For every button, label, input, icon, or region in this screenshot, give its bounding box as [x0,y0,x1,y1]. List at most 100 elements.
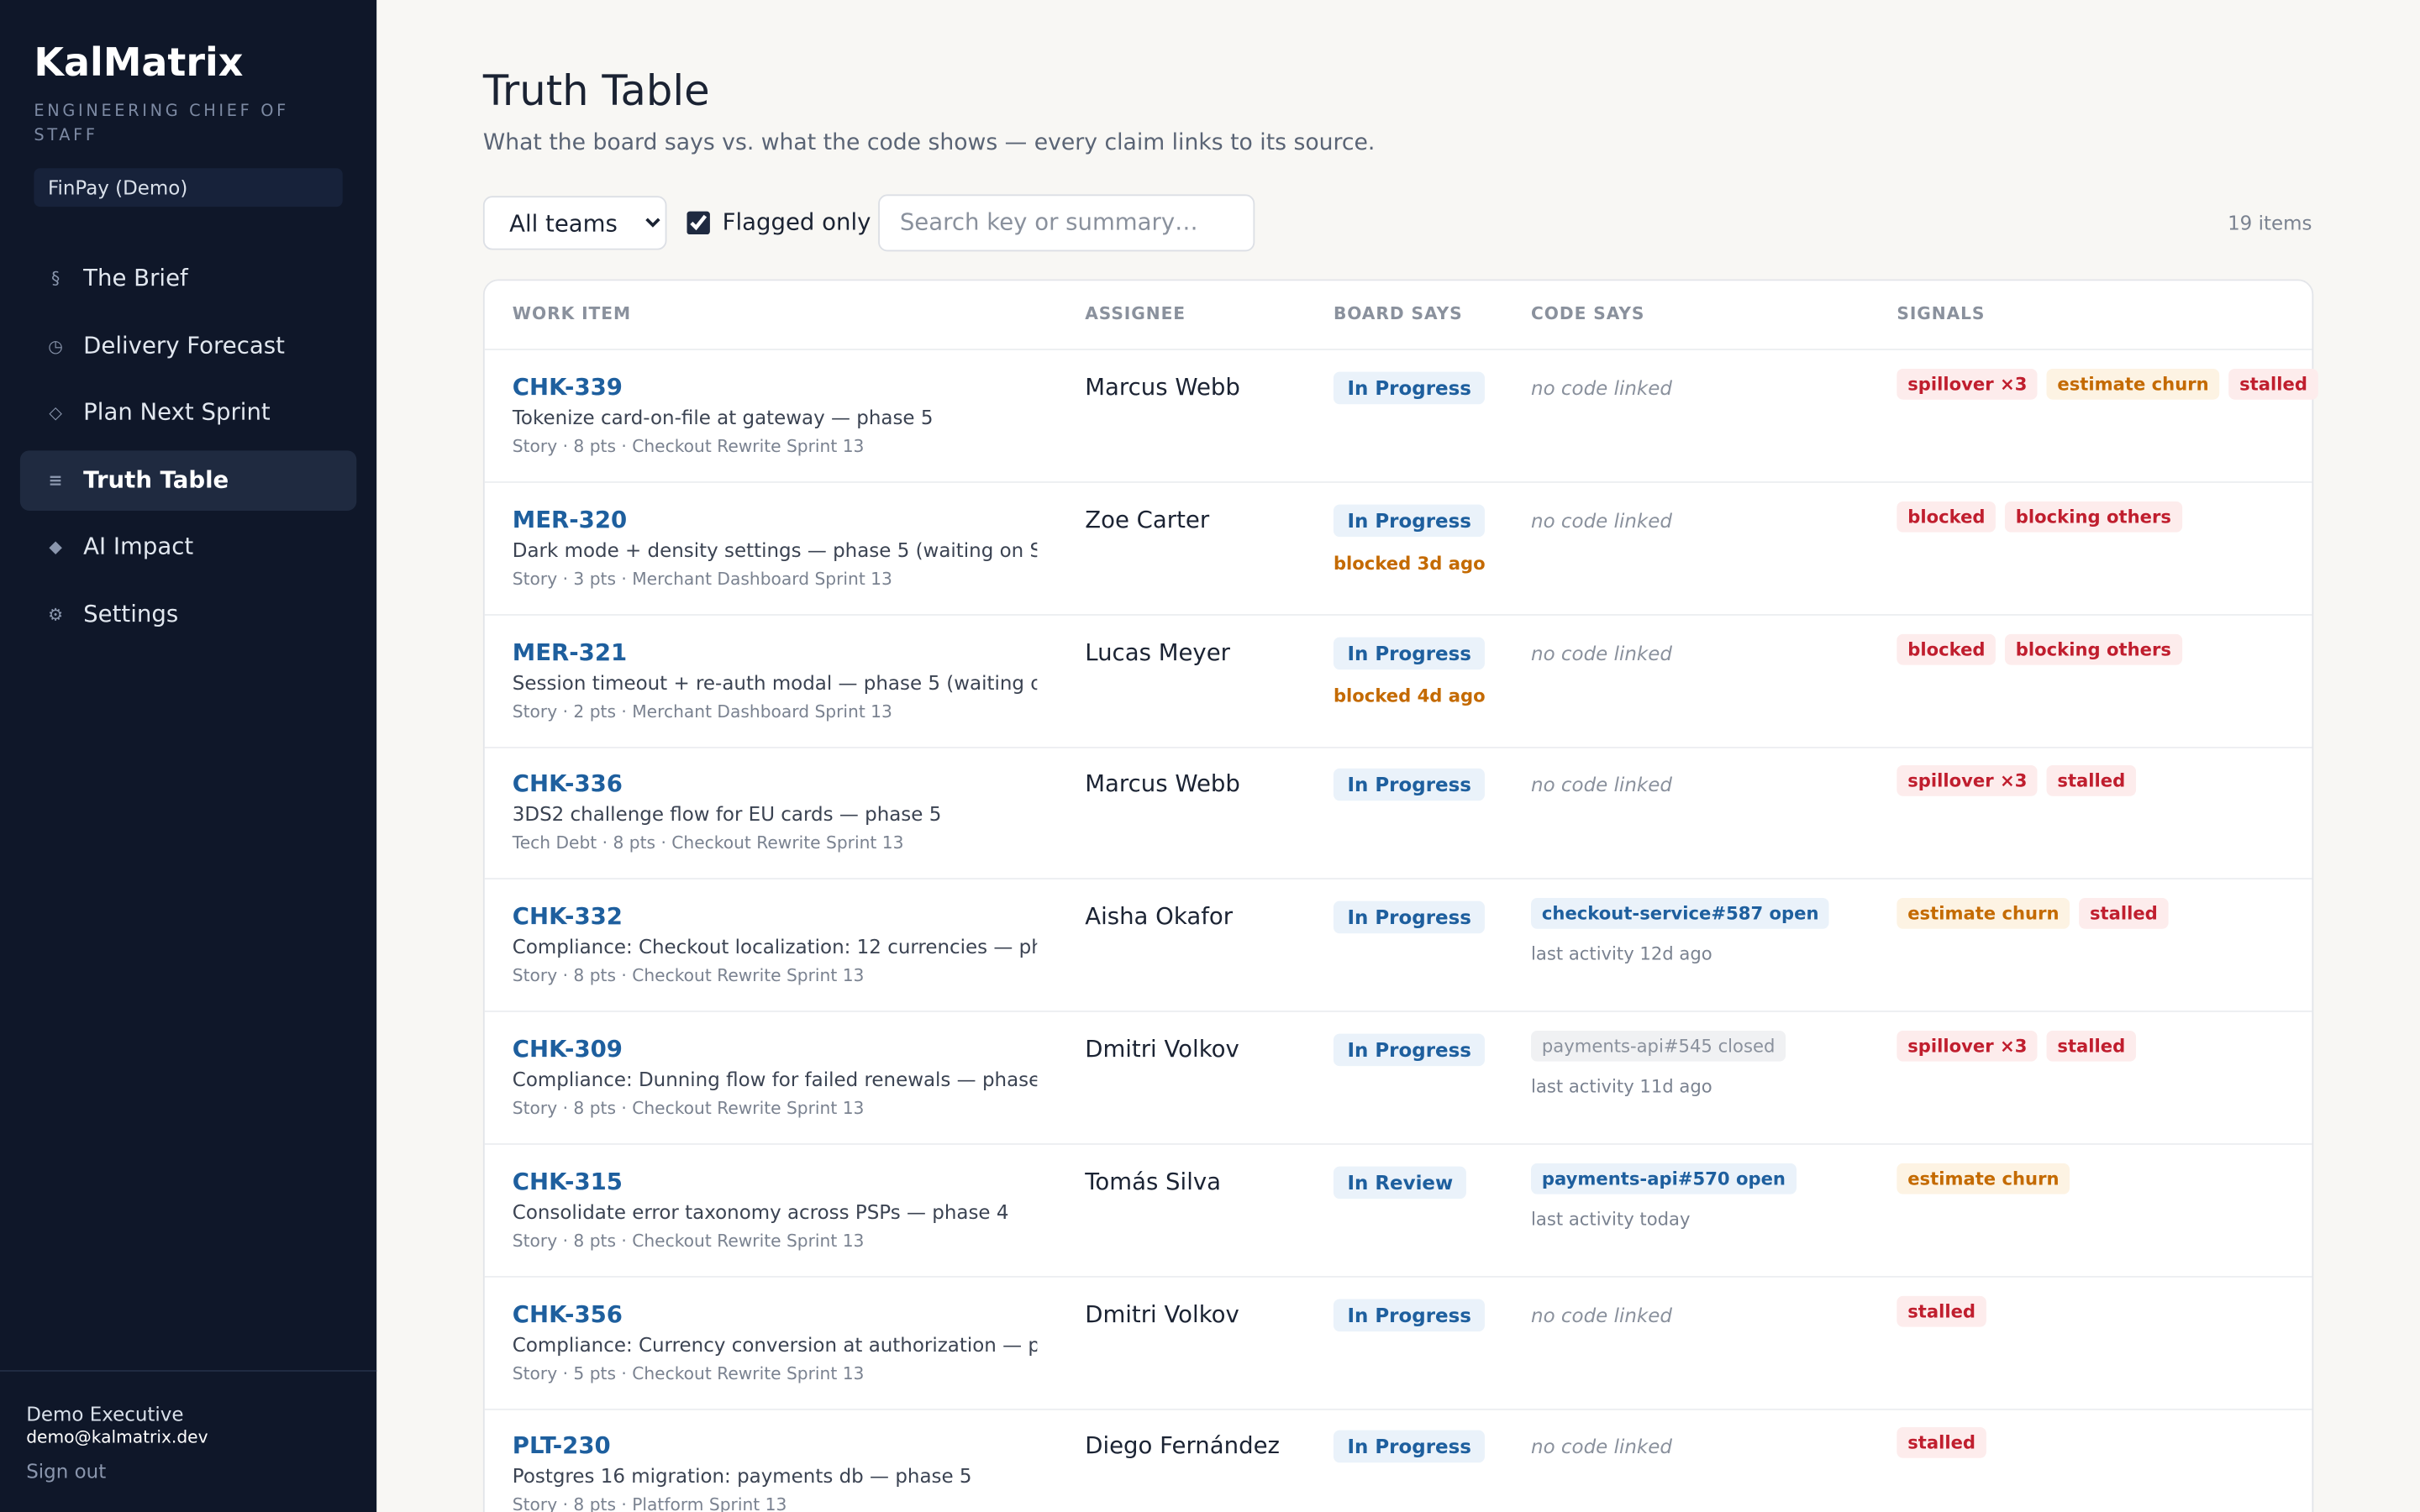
brand: KalMatrix [34,39,244,86]
nav-label: AI Impact [83,533,194,561]
board-status: In Progress [1333,1431,1486,1463]
pull-request[interactable]: payments-api#545 closed [1531,1030,1786,1062]
nav-item[interactable]: ◆ AI Impact [20,517,356,578]
code-status: no code linked [1531,641,1672,664]
signal-badge: spillover ×3 [1897,1030,2039,1062]
row-divider [484,1408,2312,1410]
work-item-meta: Tech Debt · 8 pts · Checkout Rewrite Spr… [512,833,904,854]
board-status: In Progress [1333,769,1486,801]
work-item-key[interactable]: CHK-339 [512,373,623,402]
work-item-summary: Postgres 16 migration: payments db — pha… [512,1464,972,1488]
code-status: no code linked [1531,1435,1672,1459]
assignee: Marcus Webb [1085,770,1240,799]
board-status: In Progress [1333,636,1486,669]
row-divider [484,746,2312,748]
nav-item[interactable]: ⚙ Settings [20,585,356,645]
nav-label: Truth Table [83,465,229,494]
signal-badge: spillover ×3 [1897,368,2039,400]
nav-icon: ≡ [48,470,63,491]
nav-label: The Brief [83,264,188,292]
row-divider [484,1011,2312,1013]
sidebar: KalMatrix ENGINEERING CHIEF OF STAFF Fin… [0,0,377,1512]
work-item-key[interactable]: CHK-336 [512,770,623,799]
work-item-key[interactable]: MER-320 [512,506,628,534]
table-row: CHK-336 3DS2 challenge flow for EU cards … [485,748,2312,880]
work-item-summary: Session timeout + re-auth modal — phase … [512,670,1038,694]
main: Truth Table What the board says vs. what… [376,0,2420,1512]
board-status: In Progress [1333,371,1486,405]
work-item-key[interactable]: CHK-309 [512,1035,623,1063]
truth-table: WORK ITEM ASSIGNEE BOARD SAYS CODE SAYS SIGN… [482,279,2318,1512]
user-panel: Demo Executive demo@kalmatrix.dev Sign o… [0,1370,377,1483]
board-status: In Progress [1333,1298,1486,1331]
assignee: Lucas Meyer [1085,638,1231,666]
nav-label: Delivery Forecast [83,331,285,360]
work-item-summary: Consolidate error taxonomy across PSPs —… [512,1200,1009,1224]
row-divider [484,878,2312,880]
code-status: no code linked [1531,376,1672,400]
board-status: In Progress [1333,504,1486,537]
column-header: SIGNALS [1897,303,1986,324]
work-item-meta: Story · 2 pts · Merchant Dashboard Sprin… [512,701,892,722]
code-activity: last activity 11d ago [1531,1075,1712,1097]
pull-request[interactable]: checkout-service#587 open [1531,898,1830,930]
board-note: blocked 4d ago [1333,684,1486,706]
search-input[interactable]: Search key or summary… [878,194,1255,252]
work-item-summary: 3DS2 challenge flow for EU cards — phase… [512,802,942,827]
signal-badge: blocking others [2004,501,2182,533]
flagged-label[interactable]: Flagged only [722,207,871,237]
signal-badge: estimate churn [2046,368,2220,400]
row-divider [484,481,2312,483]
board-note: blocked 3d ago [1333,552,1486,574]
work-item-meta: Story · 8 pts · Checkout Rewrite Sprint … [512,1231,865,1252]
code-status: no code linked [1531,508,1672,533]
work-item-summary: Compliance: Currency conversion at autho… [512,1332,1038,1356]
org-switcher[interactable]: FinPay (Demo) [34,168,343,207]
signal-badge: blocking others [2004,633,2182,664]
nav-icon: ⚙ [48,605,64,625]
signal-badge: estimate churn [1897,1163,2070,1194]
nav-item[interactable]: § The Brief [20,249,356,309]
nav-icon: ◇ [49,402,62,423]
nav-item[interactable]: ◷ Delivery Forecast [20,316,356,376]
flagged-checkbox[interactable] [687,211,710,235]
work-item-key[interactable]: CHK-315 [512,1168,623,1196]
column-header: WORK ITEM [512,303,631,324]
work-item-meta: Story · 8 pts · Platform Sprint 13 [512,1495,787,1512]
column-header: ASSIGNEE [1085,303,1186,324]
work-item-key[interactable]: MER-321 [512,638,628,666]
signal-badge: stalled [2228,368,2318,400]
work-item-key[interactable]: PLT-230 [512,1432,611,1461]
row-divider [484,1143,2312,1145]
work-item-meta: Story · 8 pts · Checkout Rewrite Sprint … [512,436,865,457]
code-status: no code linked [1531,773,1672,797]
item-count: 19 items [2228,211,2312,235]
board-status: In Progress [1333,1033,1486,1067]
assignee: Tomás Silva [1085,1168,1222,1196]
nav-icon: § [51,268,60,289]
tagline: ENGINEERING CHIEF OF STAFF [34,102,289,145]
table-row: CHK-315 Consolidate error taxonomy across… [485,1144,2312,1277]
table-row: CHK-356 Compliance: Currency conversion a… [485,1277,2312,1410]
board-status: In Review [1333,1166,1467,1199]
nav-item[interactable]: ≡ Truth Table [19,449,357,511]
signal-badge: stalled [2079,898,2169,930]
work-item-summary: Compliance: Dunning flow for failed rene… [512,1068,1038,1091]
page-subtitle: What the board says vs. what the code sh… [482,131,1376,156]
nav-item[interactable]: ◇ Plan Next Sprint [20,383,356,444]
sign-out[interactable]: Sign out [26,1459,107,1483]
nav-label: Settings [83,600,179,628]
code-status: no code linked [1531,1303,1672,1326]
work-item-key[interactable]: CHK-332 [512,902,623,931]
pull-request[interactable]: payments-api#570 open [1531,1163,1797,1194]
signal-badge: spillover ×3 [1897,765,2039,797]
table-row: CHK-332 Compliance: Checkout localization… [485,879,2312,1012]
work-item-summary: Tokenize card-on-file at gateway — phase… [512,406,934,429]
assignee: Diego Fernández [1085,1432,1280,1461]
user-name: Demo Executive [26,1402,184,1426]
work-item-meta: Story · 3 pts · Merchant Dashboard Sprin… [512,569,892,590]
work-item-key[interactable]: CHK-356 [512,1299,623,1328]
work-item-meta: Story · 8 pts · Checkout Rewrite Sprint … [512,1098,865,1119]
team-select[interactable]: All teams [482,196,667,250]
